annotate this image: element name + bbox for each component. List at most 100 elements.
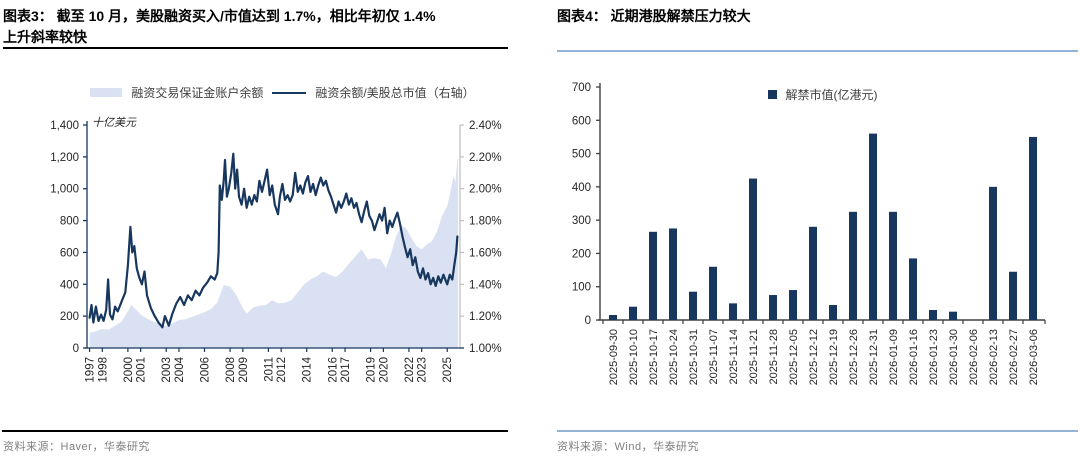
bar-2026-03-06 — [1029, 136, 1037, 320]
line-series-swatch — [272, 91, 307, 94]
figure-3-source: 资料来源：Haver，华泰研究 — [3, 441, 150, 453]
svg-text:2014: 2014 — [302, 356, 314, 382]
bar-2025-10-17 — [649, 231, 657, 320]
line-series-legend-label: 融资余额/美股总市值（右轴） — [315, 86, 475, 100]
svg-text:2025: 2025 — [442, 357, 454, 383]
bar-2025-11-07 — [709, 266, 717, 320]
figure-3-title-line2: 上升斜率较快 — [3, 29, 87, 45]
svg-text:500: 500 — [572, 149, 591, 161]
bar-series-legend-label: 解禁市值(亿港元) — [785, 88, 878, 102]
svg-text:2025-12-19: 2025-12-19 — [828, 329, 840, 385]
figure-4-source: 资料来源：Wind，华泰研究 — [557, 441, 700, 453]
svg-text:200: 200 — [60, 311, 79, 323]
svg-text:2026-01-23: 2026-01-23 — [928, 329, 940, 385]
svg-text:2025-12-31: 2025-12-31 — [868, 329, 880, 385]
margin-balance-chart: 1.00% 1.20% 1.40% 1.60% 1.80% 2.00% 2.20% 2.40%… — [50, 116, 501, 383]
svg-text:1.60%: 1.60% — [469, 247, 502, 259]
figure-4-title-underline — [557, 50, 1078, 52]
svg-text:1.00%: 1.00% — [469, 343, 502, 355]
svg-text:1998: 1998 — [97, 357, 109, 383]
bar-2025-10-31 — [689, 291, 697, 320]
svg-text:2019: 2019 — [366, 357, 378, 383]
svg-text:2026-02-27: 2026-02-27 — [1008, 329, 1020, 385]
svg-text:2025-10-24: 2025-10-24 — [668, 329, 680, 385]
bar-series-swatch — [767, 90, 777, 99]
bar-2025-12-26 — [849, 211, 857, 320]
svg-text:1.20%: 1.20% — [469, 311, 502, 323]
bar-2026-01-16 — [909, 258, 917, 320]
svg-text:2025-12-05: 2025-12-05 — [788, 329, 800, 385]
bar-2025-12-19 — [829, 305, 837, 320]
svg-text:0: 0 — [73, 343, 79, 355]
svg-text:1.80%: 1.80% — [469, 216, 502, 228]
svg-text:400: 400 — [572, 182, 591, 194]
svg-text:1997: 1997 — [85, 357, 97, 383]
svg-text:2.20%: 2.20% — [469, 152, 502, 164]
right-chart-axes: 0 100 200 300 400 500 600 700 2025-09-30 2025-10-… — [572, 82, 1046, 385]
svg-text:2006: 2006 — [200, 357, 212, 383]
svg-text:1,000: 1,000 — [50, 184, 79, 196]
svg-text:2017: 2017 — [340, 357, 352, 383]
figure-3-legend: 融资交易保证金账户余额 融资余额/美股总市值（右轴） — [40, 84, 525, 101]
hk-unlock-bar-chart: 0 100 200 300 400 500 600 700 2025-09-30 2025-10-… — [572, 82, 1046, 385]
svg-text:2023: 2023 — [417, 357, 429, 383]
svg-text:2001: 2001 — [136, 357, 148, 383]
svg-text:2025-10-31: 2025-10-31 — [688, 329, 700, 385]
svg-text:700: 700 — [572, 82, 591, 94]
svg-text:2025-11-21: 2025-11-21 — [748, 329, 760, 384]
svg-text:1.40%: 1.40% — [469, 279, 502, 291]
svg-text:2026-02-13: 2026-02-13 — [988, 329, 1000, 385]
svg-text:600: 600 — [572, 115, 591, 127]
svg-text:2011: 2011 — [263, 357, 275, 382]
svg-text:2026-01-30: 2026-01-30 — [948, 329, 960, 385]
bar-2025-11-28 — [769, 295, 777, 320]
svg-text:2025-09-30: 2025-09-30 — [608, 329, 620, 385]
svg-text:2000: 2000 — [123, 357, 135, 383]
svg-text:2020: 2020 — [378, 357, 390, 383]
svg-text:2025-12-26: 2025-12-26 — [848, 329, 860, 385]
svg-text:2004: 2004 — [174, 356, 186, 382]
svg-text:600: 600 — [60, 247, 79, 259]
bar-2026-01-23 — [929, 310, 937, 320]
svg-text:1,200: 1,200 — [50, 152, 79, 164]
svg-text:2008: 2008 — [225, 357, 237, 383]
figure-3-title-line1: 图表3： 截至 10 月，美股融资买入/市值达到 1.7%，相比年初仅 1.4% — [3, 8, 436, 24]
bar-2025-12-31 — [869, 133, 877, 320]
bar-2026-02-13 — [989, 186, 997, 320]
svg-text:2.00%: 2.00% — [469, 184, 502, 196]
svg-text:2025-11-14: 2025-11-14 — [728, 329, 740, 384]
svg-text:0: 0 — [585, 315, 591, 327]
figure-3-title: 图表3： 截至 10 月，美股融资买入/市值达到 1.7%，相比年初仅 1.4%… — [3, 6, 436, 48]
figure-4-panel: 图表4： 近期港股解禁压力较大 解禁市值(亿港元) 0 100 200 300 400 5… — [540, 0, 1080, 464]
svg-text:2025-10-17: 2025-10-17 — [648, 329, 660, 385]
bar-2025-10-24 — [669, 228, 677, 320]
bar-2025-09-30 — [609, 315, 617, 320]
figure-4-footer-divider — [557, 430, 1078, 432]
svg-text:2022: 2022 — [404, 357, 416, 383]
svg-text:2025-11-28: 2025-11-28 — [768, 329, 780, 384]
svg-text:2012: 2012 — [276, 357, 288, 383]
bar-2025-11-21 — [749, 178, 757, 320]
figure-3-panel: 图表3： 截至 10 月，美股融资买入/市值达到 1.7%，相比年初仅 1.4%… — [2, 6, 525, 453]
bar-2026-01-09 — [889, 211, 897, 320]
svg-text:2026-03-06: 2026-03-06 — [1028, 329, 1040, 385]
svg-text:2016: 2016 — [327, 357, 339, 383]
svg-text:100: 100 — [572, 282, 591, 294]
svg-text:2025-11-07: 2025-11-07 — [708, 329, 720, 384]
svg-text:200: 200 — [572, 248, 591, 260]
left-axis-unit: 十亿美元 — [92, 116, 137, 129]
svg-text:2025-10-10: 2025-10-10 — [628, 329, 640, 385]
left-chart-axes: 1.00% 1.20% 1.40% 1.60% 1.80% 2.00% 2.20% 2.40%… — [50, 116, 501, 383]
bar-2025-12-12 — [809, 226, 817, 320]
area-series-swatch — [90, 88, 123, 97]
svg-text:2.40%: 2.40% — [469, 120, 502, 132]
bar-2026-01-30 — [949, 311, 957, 320]
bar-2025-10-10 — [629, 306, 637, 320]
line-series — [88, 152, 459, 329]
svg-text:800: 800 — [60, 216, 79, 228]
area-series-legend-label: 融资交易保证金账户余额 — [131, 86, 264, 100]
svg-text:300: 300 — [572, 215, 591, 227]
svg-text:1,400: 1,400 — [50, 120, 79, 132]
svg-text:400: 400 — [60, 279, 79, 291]
area-series — [89, 156, 459, 348]
